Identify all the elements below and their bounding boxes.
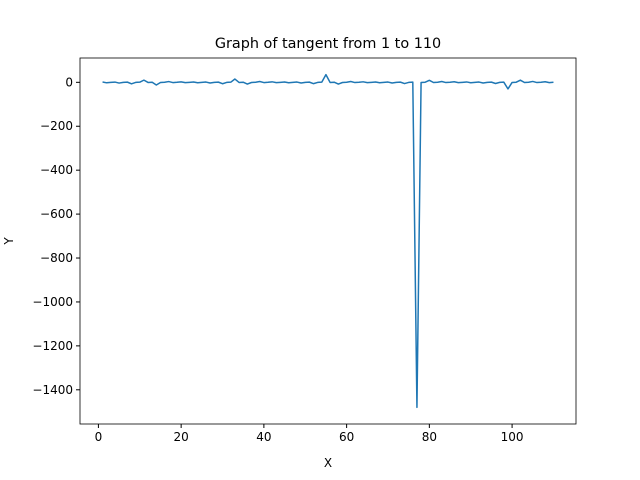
y-tick-label: −600 (40, 207, 73, 221)
y-tick-label: −1000 (32, 295, 73, 309)
x-tick-label: 40 (256, 430, 271, 444)
chart-title: Graph of tangent from 1 to 110 (215, 36, 441, 52)
y-tick-label: −200 (40, 119, 73, 133)
x-axis-label: X (324, 456, 332, 470)
line-series (102, 73, 554, 409)
y-tick-label: −800 (40, 251, 73, 265)
x-tick-label: 100 (501, 430, 524, 444)
x-tick-label: 60 (339, 430, 354, 444)
y-axis-label: Y (2, 237, 16, 246)
x-tick-label: 20 (174, 430, 189, 444)
y-tick-label: −1400 (32, 383, 73, 397)
x-tick-label: 0 (95, 430, 103, 444)
y-tick-label: 0 (65, 75, 73, 89)
y-tick-label: −400 (40, 163, 73, 177)
x-tick-label: 80 (422, 430, 437, 444)
y-tick-label: −1200 (32, 339, 73, 353)
plot-frame (79, 57, 577, 425)
